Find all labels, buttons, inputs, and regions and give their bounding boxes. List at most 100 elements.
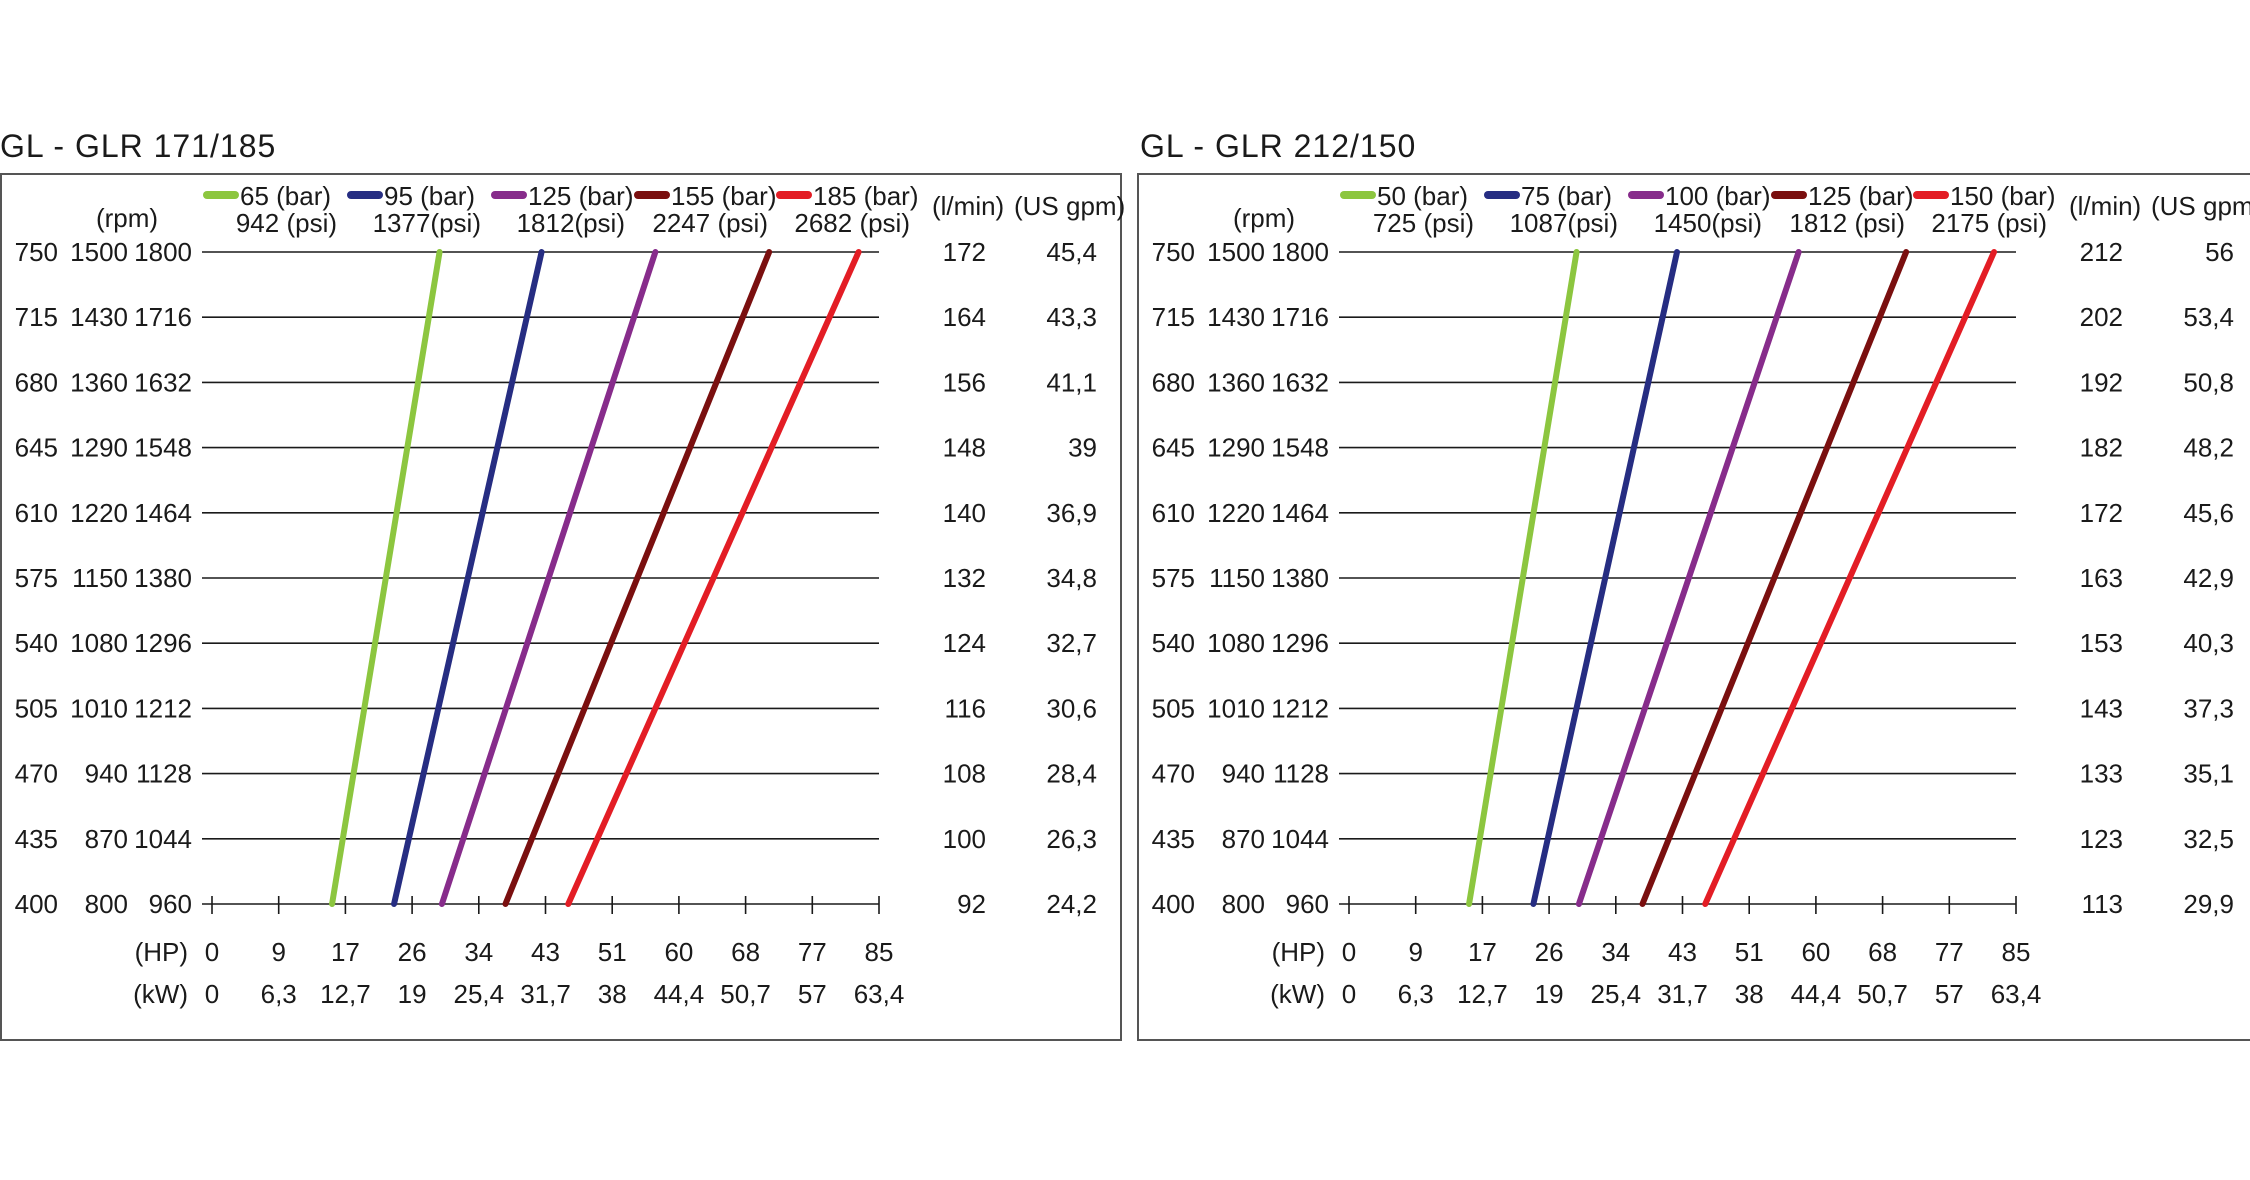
legend-bar-label: 185 (bar) (813, 181, 919, 211)
legend-bar-label: 95 (bar) (384, 181, 475, 211)
rpm-tick-label: 1044 (1271, 824, 1329, 854)
rpm-tick-label: 1716 (134, 302, 192, 332)
flow-gpm-label: 41,1 (1046, 367, 1097, 397)
rpm-tick-label: 575 (1152, 563, 1195, 593)
hp-tick-label: 68 (731, 937, 760, 967)
hp-tick-label: 51 (1735, 937, 1764, 967)
rpm-tick-label: 1150 (72, 563, 128, 593)
hp-unit-label: (HP) (1272, 937, 1325, 967)
rpm-tick-label: 435 (15, 824, 58, 854)
rpm-tick-label: 575 (15, 563, 58, 593)
rpm-tick-label: 800 (85, 889, 128, 919)
rpm-tick-label: 435 (1152, 824, 1195, 854)
hp-tick-label: 85 (2002, 937, 2031, 967)
legend-psi-label: 1812(psi) (517, 208, 625, 238)
rpm-tick-label: 1632 (1271, 367, 1329, 397)
rpm-tick-label: 800 (1222, 889, 1265, 919)
rpm-tick-label: 1464 (134, 498, 192, 528)
chart-panel-left: (rpm) 750 1500 1800 715 1430 1716 680 1360 1632 64… (0, 173, 1126, 1041)
rpm-tick-label: 645 (15, 433, 58, 463)
series-line (329, 249, 443, 907)
flow-lmin-label: 192 (2080, 367, 2123, 397)
rpm-tick-label: 1548 (1271, 433, 1329, 463)
kw-tick-label: 19 (1535, 979, 1564, 1009)
flow-lmin-label: 143 (2080, 693, 2123, 723)
rpm-tick-label: 1044 (134, 824, 192, 854)
legend-psi-label: 942 (psi) (236, 208, 337, 238)
kw-unit-label: (kW) (133, 979, 188, 1009)
rpm-tick-label: 1220 (70, 498, 128, 528)
rpm-tick-label: 610 (1152, 498, 1195, 528)
kw-tick-label: 44,4 (654, 979, 705, 1009)
rpm-tick-label: 870 (1222, 824, 1265, 854)
hp-tick-label: 43 (531, 937, 560, 967)
flow-gpm-label: 40,3 (2183, 628, 2234, 658)
hp-tick-label: 26 (398, 937, 427, 967)
kw-tick-label: 6,3 (261, 979, 297, 1009)
rpm-tick-label: 960 (1286, 889, 1329, 919)
legend-psi-label: 1450(psi) (1654, 208, 1762, 238)
flow-gpm-label: 32,5 (2183, 824, 2234, 854)
rpm-tick-label: 645 (1152, 433, 1195, 463)
rpm-tick-label: 540 (15, 628, 58, 658)
legend-bar-label: 100 (bar) (1665, 181, 1771, 211)
flow-gpm-label: 26,3 (1046, 824, 1097, 854)
rpm-tick-label: 1500 (1207, 237, 1265, 267)
kw-tick-label: 0 (1342, 979, 1356, 1009)
rpm-tick-label: 1010 (70, 693, 128, 723)
rpm-tick-label: 1500 (70, 237, 128, 267)
series-line (1575, 249, 1802, 907)
kw-tick-label: 38 (598, 979, 627, 1009)
rpm-tick-label: 1296 (134, 628, 192, 658)
flow-gpm-label: 32,7 (1046, 628, 1097, 658)
flow-lmin-label: 133 (2080, 759, 2123, 789)
rpm-tick-label: 1430 (1207, 302, 1265, 332)
series-line (565, 249, 862, 907)
rpm-tick-label: 505 (15, 693, 58, 723)
kw-tick-label: 31,7 (520, 979, 571, 1009)
flow-lmin-label: 116 (945, 693, 986, 723)
flow-lmin-unit-label: (l/min) (2069, 191, 2141, 221)
hp-tick-label: 60 (1801, 937, 1830, 967)
hp-tick-label: 26 (1535, 937, 1564, 967)
legend-bar-label: 150 (bar) (1950, 181, 2056, 211)
hp-tick-label: 77 (1935, 937, 1964, 967)
legend-psi-label: 725 (psi) (1373, 208, 1474, 238)
legend-bar-label: 50 (bar) (1377, 181, 1468, 211)
rpm-tick-label: 1800 (1271, 237, 1329, 267)
kw-tick-label: 63,4 (854, 979, 905, 1009)
hp-tick-label: 34 (1601, 937, 1630, 967)
flow-lmin-label: 113 (2082, 889, 2123, 919)
hp-tick-label: 9 (271, 937, 285, 967)
chart-title: GL - GLR 212/150 (1140, 128, 1417, 164)
flow-gpm-label: 24,2 (1046, 889, 1097, 919)
rpm-tick-label: 750 (1152, 237, 1195, 267)
flow-lmin-label: 156 (943, 367, 986, 397)
series-line (1466, 249, 1580, 907)
rpm-tick-label: 715 (1152, 302, 1195, 332)
flow-gpm-label: 39 (1068, 433, 1097, 463)
rpm-tick-label: 1464 (1271, 498, 1329, 528)
flow-gpm-label: 28,4 (1046, 759, 1097, 789)
legend-psi-label: 2175 (psi) (1931, 208, 2047, 238)
flow-lmin-label: 148 (943, 433, 986, 463)
kw-tick-label: 25,4 (1590, 979, 1641, 1009)
kw-tick-label: 19 (398, 979, 427, 1009)
legend-psi-label: 1812 (psi) (1789, 208, 1905, 238)
rpm-tick-label: 1430 (70, 302, 128, 332)
rpm-tick-label: 940 (1222, 759, 1265, 789)
flow-lmin-label: 108 (943, 759, 986, 789)
flow-gpm-label: 45,4 (1046, 237, 1097, 267)
flow-lmin-label: 92 (957, 889, 986, 919)
flow-lmin-label: 140 (943, 498, 986, 528)
rpm-tick-label: 1212 (134, 693, 192, 723)
flow-lmin-label: 202 (2080, 302, 2123, 332)
rpm-tick-label: 610 (15, 498, 58, 528)
hp-tick-label: 51 (598, 937, 627, 967)
legend-bar-label: 75 (bar) (1521, 181, 1612, 211)
rpm-unit-label: (rpm) (96, 203, 158, 233)
flow-lmin-label: 153 (2080, 628, 2123, 658)
flow-lmin-label: 132 (943, 563, 986, 593)
